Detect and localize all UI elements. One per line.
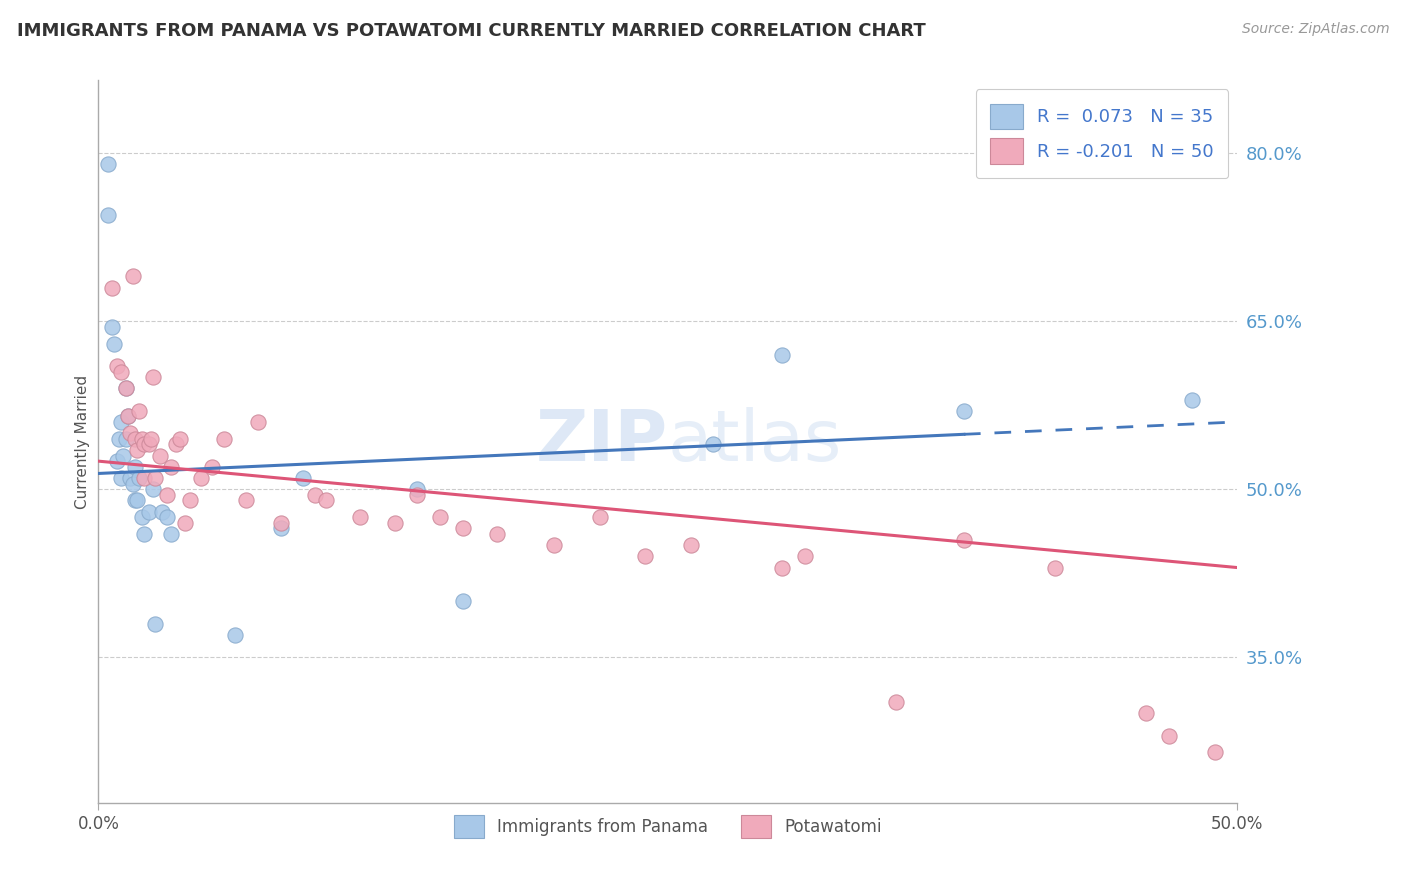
Point — [96, 157, 118, 171]
Point — [110, 365, 132, 379]
Point — [108, 432, 131, 446]
Point — [451, 521, 474, 535]
Point — [406, 488, 429, 502]
Point — [304, 488, 326, 502]
Point — [110, 471, 132, 485]
Point — [770, 560, 793, 574]
Point — [702, 437, 724, 451]
Point — [128, 403, 150, 417]
Point — [634, 549, 657, 564]
Point — [127, 493, 149, 508]
Point — [105, 454, 128, 468]
Point — [150, 504, 173, 518]
Point — [224, 628, 246, 642]
Point — [127, 442, 149, 457]
Point — [1181, 392, 1204, 407]
Point — [190, 471, 212, 485]
Point — [117, 409, 139, 424]
Point — [103, 336, 125, 351]
Point — [105, 359, 128, 373]
Point — [486, 527, 509, 541]
Text: atlas: atlas — [668, 407, 842, 476]
Point — [179, 493, 201, 508]
Point — [139, 432, 162, 446]
Point — [114, 381, 136, 395]
Point — [131, 432, 153, 446]
Point — [169, 432, 191, 446]
Point — [270, 521, 292, 535]
Point — [349, 510, 371, 524]
Point — [212, 432, 235, 446]
Point — [132, 437, 155, 451]
Point — [149, 449, 172, 463]
Text: IMMIGRANTS FROM PANAMA VS POTAWATOMI CURRENTLY MARRIED CORRELATION CHART: IMMIGRANTS FROM PANAMA VS POTAWATOMI CUR… — [17, 22, 925, 40]
Point — [160, 459, 183, 474]
Point — [114, 432, 136, 446]
Point — [128, 471, 150, 485]
Point — [142, 482, 165, 496]
Point — [101, 280, 124, 294]
Point — [124, 432, 146, 446]
Point — [110, 415, 132, 429]
Legend: Immigrants from Panama, Potawatomi: Immigrants from Panama, Potawatomi — [447, 808, 889, 845]
Point — [174, 516, 197, 530]
Point — [543, 538, 565, 552]
Point — [679, 538, 702, 552]
Point — [429, 510, 451, 524]
Point — [1204, 745, 1226, 759]
Point — [138, 504, 160, 518]
Point — [112, 449, 135, 463]
Point — [588, 510, 610, 524]
Point — [235, 493, 257, 508]
Point — [292, 471, 315, 485]
Point — [770, 348, 793, 362]
Point — [406, 482, 429, 496]
Point — [246, 415, 269, 429]
Text: ZIP: ZIP — [536, 407, 668, 476]
Point — [101, 319, 124, 334]
Point — [1135, 706, 1157, 721]
Point — [1043, 560, 1066, 574]
Point — [120, 471, 142, 485]
Point — [315, 493, 337, 508]
Point — [953, 533, 976, 547]
Text: Source: ZipAtlas.com: Source: ZipAtlas.com — [1241, 22, 1389, 37]
Point — [117, 409, 139, 424]
Point — [145, 616, 167, 631]
Point — [138, 437, 160, 451]
Point — [793, 549, 815, 564]
Point — [132, 471, 155, 485]
Point — [201, 459, 224, 474]
Point — [142, 370, 165, 384]
Point — [953, 403, 976, 417]
Point — [270, 516, 292, 530]
Point — [120, 426, 142, 441]
Point — [131, 510, 153, 524]
Point — [114, 381, 136, 395]
Point — [165, 437, 187, 451]
Point — [132, 527, 155, 541]
Point — [160, 527, 183, 541]
Point — [1157, 729, 1180, 743]
Y-axis label: Currently Married: Currently Married — [75, 375, 90, 508]
Point — [121, 476, 143, 491]
Point — [384, 516, 406, 530]
Point — [884, 695, 907, 709]
Point — [96, 208, 118, 222]
Point — [156, 510, 179, 524]
Point — [156, 488, 179, 502]
Point — [121, 269, 143, 284]
Point — [124, 459, 146, 474]
Point — [145, 471, 167, 485]
Point — [124, 493, 146, 508]
Point — [451, 594, 474, 608]
